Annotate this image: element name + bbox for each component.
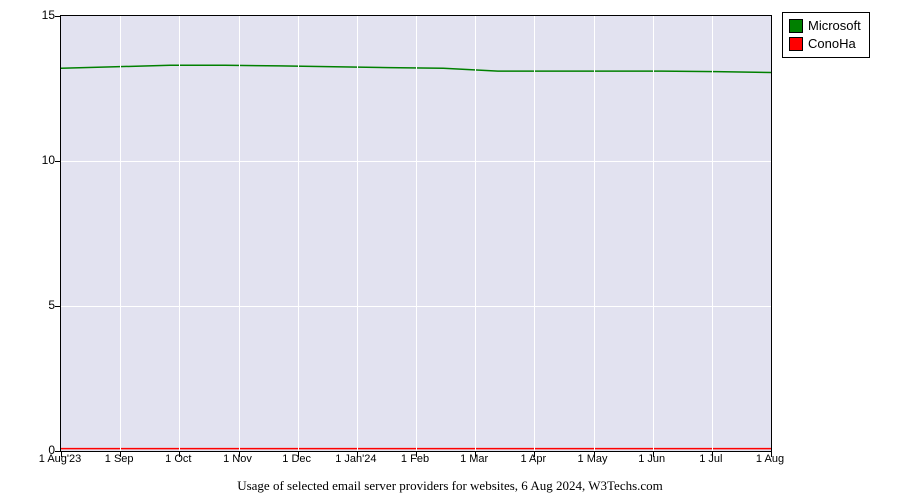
xaxis-label: 1 Aug [756, 453, 784, 465]
xaxis-label: 1 Apr [520, 453, 546, 465]
ytick [55, 306, 61, 307]
legend-swatch [789, 19, 803, 33]
chart-container: 0510151 Aug'231 Sep1 Oct1 Nov1 Dec1 Jan'… [30, 10, 770, 465]
gridline-vertical [239, 16, 240, 451]
legend-item: ConoHa [789, 35, 861, 53]
legend-item: Microsoft [789, 17, 861, 35]
xaxis-label: 1 Jun [638, 453, 665, 465]
xaxis-label: 1 Sep [105, 453, 134, 465]
xaxis-label: 1 Aug'23 [39, 453, 81, 465]
legend-swatch [789, 37, 803, 51]
ytick [55, 161, 61, 162]
xaxis-label: 1 Jul [699, 453, 722, 465]
legend: MicrosoftConoHa [782, 12, 870, 58]
xaxis-label: 1 May [578, 453, 608, 465]
ytick [55, 16, 61, 17]
legend-label: Microsoft [808, 17, 861, 35]
legend-label: ConoHa [808, 35, 856, 53]
yaxis-label: 5 [48, 298, 55, 312]
xaxis-label: 1 Dec [282, 453, 311, 465]
gridline-vertical [712, 16, 713, 451]
gridline-vertical [298, 16, 299, 451]
yaxis-label: 10 [42, 153, 55, 167]
xaxis-label: 1 Mar [460, 453, 488, 465]
xaxis-label: 1 Jan'24 [335, 453, 376, 465]
gridline-vertical [416, 16, 417, 451]
xaxis-label: 1 Nov [223, 453, 252, 465]
gridline-vertical [120, 16, 121, 451]
yaxis-label: 15 [42, 8, 55, 22]
gridline-vertical [594, 16, 595, 451]
xaxis-label: 1 Oct [165, 453, 191, 465]
gridline-vertical [357, 16, 358, 451]
plot-area [60, 15, 772, 452]
xaxis-label: 1 Feb [401, 453, 429, 465]
gridline-vertical [653, 16, 654, 451]
gridline-vertical [179, 16, 180, 451]
chart-caption: Usage of selected email server providers… [0, 478, 900, 494]
gridline-vertical [475, 16, 476, 451]
gridline-vertical [534, 16, 535, 451]
